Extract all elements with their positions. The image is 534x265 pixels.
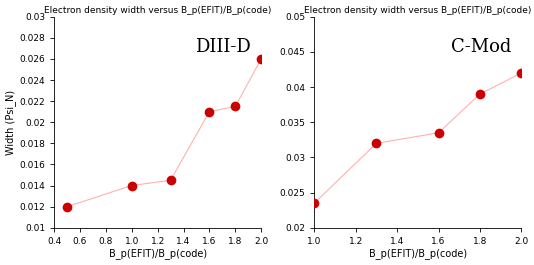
Text: C-Mod: C-Mod bbox=[451, 38, 511, 56]
X-axis label: B_p(EFIT)/B_p(code): B_p(EFIT)/B_p(code) bbox=[369, 249, 467, 259]
Y-axis label: Width (Psi_N): Width (Psi_N) bbox=[5, 90, 17, 155]
Text: DIII-D: DIII-D bbox=[195, 38, 251, 56]
X-axis label: B_p(EFIT)/B_p(code): B_p(EFIT)/B_p(code) bbox=[108, 249, 207, 259]
Title: Electron density width versus B_p(EFIT)/B_p(code): Electron density width versus B_p(EFIT)/… bbox=[304, 6, 531, 15]
Title: Electron density width versus B_p(EFIT)/B_p(code): Electron density width versus B_p(EFIT)/… bbox=[44, 6, 271, 15]
